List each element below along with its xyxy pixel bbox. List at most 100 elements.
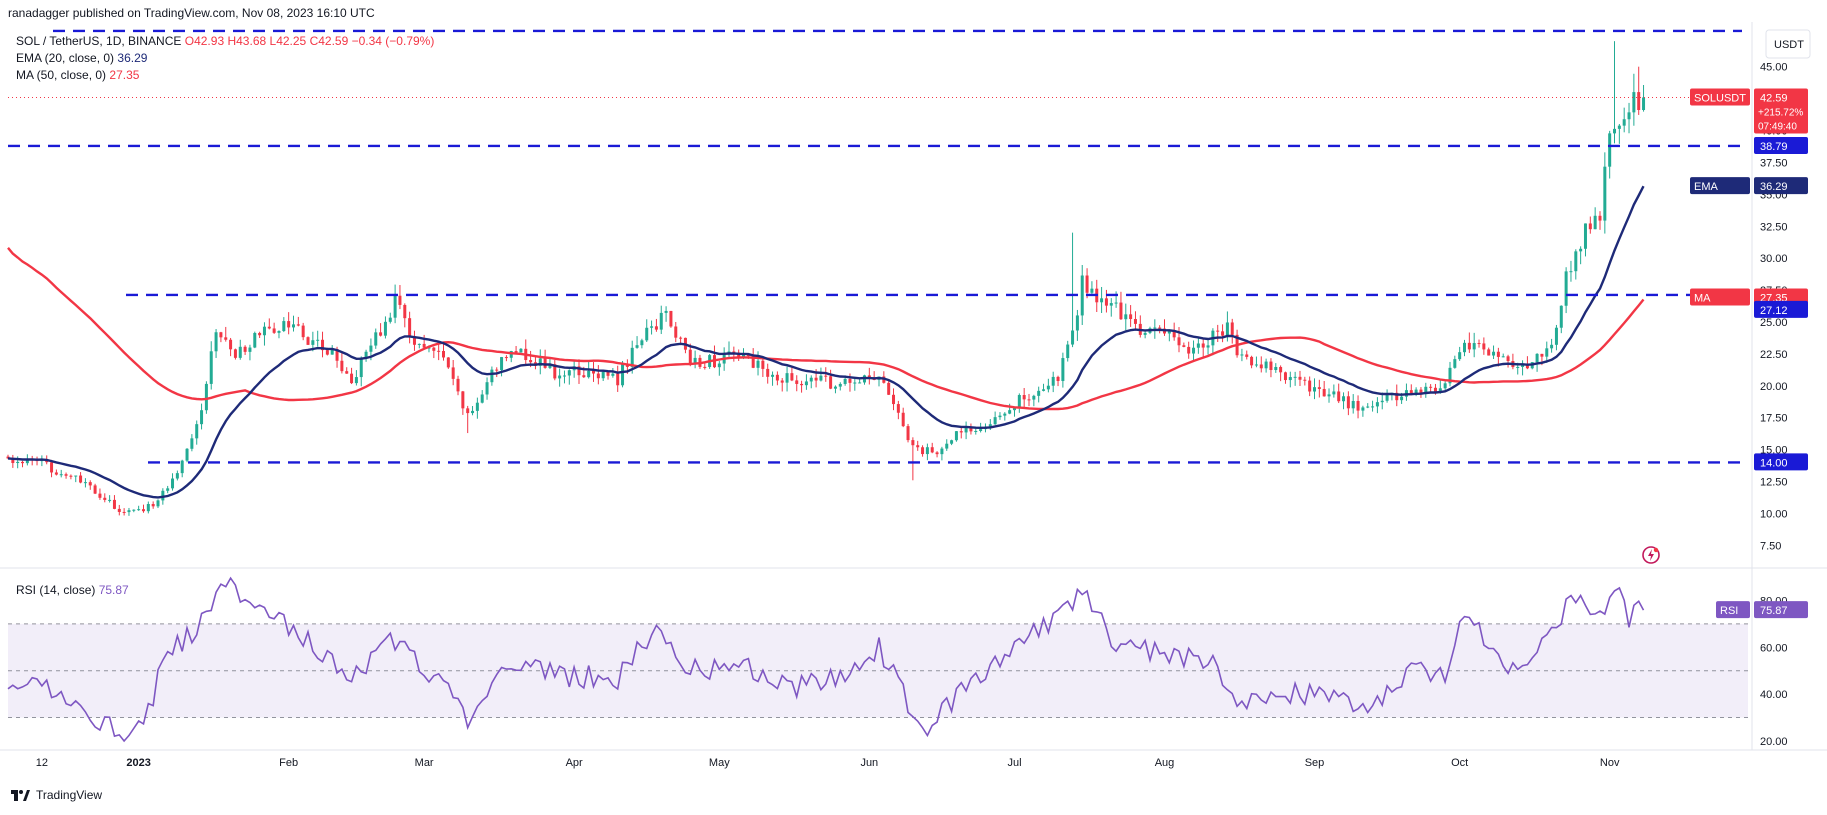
rsi-tick-label: 20.00	[1760, 736, 1788, 748]
candle-body	[1583, 223, 1587, 249]
candle	[54, 469, 58, 476]
candle-body	[1303, 379, 1307, 381]
candle-body	[432, 347, 436, 351]
price-tick-label: 7.50	[1760, 540, 1781, 552]
candle	[59, 469, 63, 478]
candle-body	[1535, 353, 1539, 363]
candle-body	[616, 373, 620, 386]
candle-body	[921, 447, 925, 455]
candle-body	[243, 346, 247, 352]
candle	[209, 341, 213, 390]
candle-body	[790, 373, 794, 381]
candle-body	[1119, 302, 1123, 320]
candle	[345, 367, 349, 374]
candle	[1308, 376, 1312, 397]
rsi-tag-value: 75.87	[1760, 605, 1788, 617]
candle	[229, 337, 233, 357]
candle	[780, 378, 784, 392]
candle-body	[1458, 352, 1462, 360]
candle	[190, 434, 194, 452]
candle	[1303, 376, 1307, 386]
ma-legend[interactable]: MA (50, close, 0) 27.35	[16, 68, 139, 82]
candle-body	[1037, 390, 1041, 396]
candle	[1564, 267, 1568, 314]
candle-body	[654, 326, 658, 330]
candle-body	[819, 375, 823, 381]
candle	[383, 316, 387, 339]
candle-body	[650, 326, 654, 328]
candle-body	[224, 337, 228, 340]
candle	[1216, 324, 1220, 342]
candle-body	[558, 375, 562, 379]
candle-body	[495, 369, 499, 371]
candle-body	[1380, 400, 1384, 403]
candle-body	[892, 394, 896, 405]
ema-legend[interactable]: EMA (20, close, 0) 36.29	[16, 51, 147, 65]
candle-body	[437, 350, 441, 352]
candle	[1496, 347, 1500, 367]
candle	[766, 363, 770, 384]
candle	[901, 407, 905, 428]
candle-body	[674, 326, 678, 338]
symbol-tag-price: 42.59	[1760, 92, 1788, 104]
candle	[64, 472, 68, 479]
candle	[1346, 391, 1350, 416]
candle-body	[74, 475, 78, 477]
candle	[761, 356, 765, 377]
candle	[785, 366, 789, 392]
candle-body	[809, 377, 813, 382]
candle	[321, 331, 325, 358]
candle-body	[156, 500, 160, 507]
candle	[243, 345, 247, 355]
candle	[354, 370, 358, 386]
candle-body	[364, 351, 368, 358]
candle	[103, 493, 107, 503]
candle-body	[151, 504, 155, 507]
candle-body	[1400, 396, 1404, 401]
symbol-tag-value-bg	[1754, 88, 1808, 134]
candle-body	[664, 310, 668, 313]
candle-body	[330, 349, 334, 355]
candle-body	[1230, 322, 1234, 335]
ohlc-change: −0.34 (−0.79%)	[351, 34, 435, 48]
candle	[1361, 405, 1365, 417]
candle	[1259, 356, 1263, 373]
candle-body	[1269, 361, 1273, 371]
flash-icon[interactable]	[1641, 545, 1661, 565]
candle	[1482, 337, 1486, 355]
candle-body	[93, 485, 97, 494]
candle	[1327, 388, 1331, 403]
rsi-legend[interactable]: RSI (14, close) 75.87	[16, 583, 129, 597]
candle	[1230, 318, 1234, 344]
candle-body	[1075, 315, 1079, 331]
candle	[277, 330, 281, 339]
ema-20-line	[7, 185, 1645, 499]
candle-body	[1472, 343, 1476, 350]
candle-body	[1501, 356, 1505, 358]
candle	[906, 423, 910, 443]
candle	[1588, 216, 1592, 234]
candle-body	[964, 426, 968, 433]
candle-body	[543, 358, 547, 368]
candle-body	[1153, 327, 1157, 329]
candle-body	[742, 354, 746, 358]
candle	[1366, 403, 1370, 409]
candle-body	[1603, 166, 1607, 221]
candle	[267, 318, 271, 330]
candle	[1429, 384, 1433, 393]
candle-body	[1613, 128, 1617, 134]
candle	[214, 329, 218, 358]
ohlc-close: C42.59	[309, 34, 349, 48]
candle	[1342, 392, 1346, 410]
candle	[1017, 393, 1021, 413]
candle	[1298, 370, 1302, 387]
candle-body	[1433, 387, 1437, 393]
price-tick-label: 17.50	[1760, 413, 1788, 425]
candle-body	[548, 364, 552, 368]
candle-body	[1598, 215, 1602, 221]
candle-body	[1467, 342, 1471, 350]
candle-body	[59, 474, 63, 476]
candle-body	[311, 340, 315, 345]
candle-body	[393, 295, 397, 318]
